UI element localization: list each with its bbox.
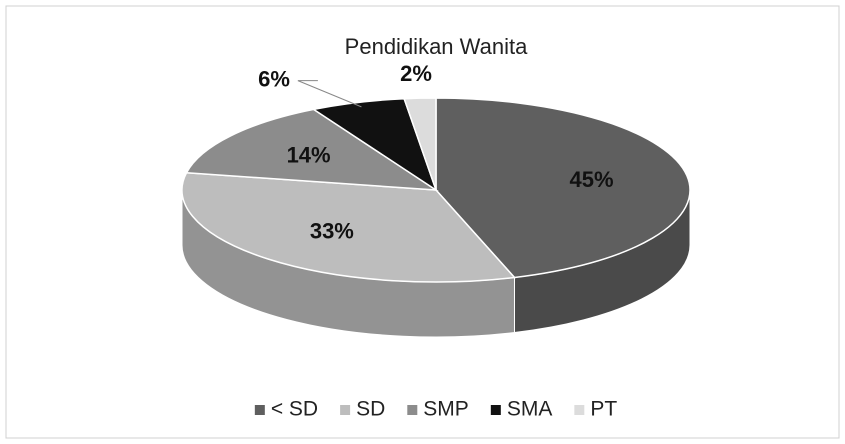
data-label: 2% [400,61,432,86]
legend-label: SMA [507,398,553,421]
legend-swatch [490,405,501,415]
legend-label: PT [590,398,617,421]
leader-line [297,80,362,108]
legend-label: SMP [423,398,469,421]
data-label: 33% [310,219,354,244]
pie-slice [181,171,517,283]
pie-slice [403,97,437,191]
data-label: 6% [258,66,290,91]
legend-swatch [340,405,351,415]
pie-slice [185,108,439,191]
legend-label: SD [356,398,385,421]
legend-swatch [254,405,265,415]
legend-swatch [407,405,418,415]
chart-title: Pendidikan Wanita [345,34,528,59]
legend-swatch [574,405,585,415]
data-label: 45% [570,167,614,192]
legend-label: < SD [271,398,318,421]
pie-slice [435,97,691,279]
data-label: 14% [287,142,331,167]
